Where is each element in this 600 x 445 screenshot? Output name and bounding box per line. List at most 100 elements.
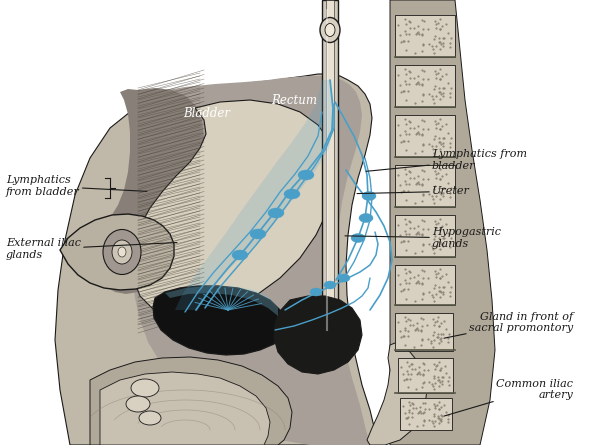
Point	[437, 364, 446, 371]
Point	[434, 235, 444, 242]
Point	[400, 409, 410, 417]
Point	[439, 402, 449, 409]
Point	[445, 140, 455, 147]
Point	[420, 400, 430, 407]
Point	[417, 16, 427, 24]
Point	[417, 97, 427, 104]
Point	[436, 275, 445, 282]
Point	[395, 31, 405, 38]
Point	[427, 193, 437, 200]
Ellipse shape	[324, 281, 336, 289]
Point	[446, 194, 455, 201]
Point	[430, 99, 439, 106]
Point	[445, 190, 455, 197]
Point	[419, 125, 428, 133]
Point	[433, 362, 442, 369]
Point	[430, 199, 439, 206]
Point	[428, 331, 437, 338]
Point	[412, 278, 422, 285]
Point	[419, 25, 428, 32]
Point	[431, 242, 440, 249]
Point	[434, 398, 443, 405]
Point	[430, 337, 439, 344]
Point	[431, 171, 441, 178]
Point	[401, 318, 411, 325]
Point	[418, 371, 427, 378]
Point	[417, 67, 427, 74]
Point	[409, 400, 418, 408]
Point	[446, 283, 455, 291]
Point	[405, 321, 415, 328]
Point	[431, 271, 441, 278]
Point	[400, 166, 410, 173]
Point	[423, 225, 433, 232]
Point	[397, 38, 406, 45]
Point	[434, 287, 444, 294]
Point	[440, 362, 449, 369]
Point	[433, 220, 443, 227]
Point	[435, 287, 445, 294]
Point	[406, 119, 415, 126]
Point	[436, 125, 445, 133]
Bar	[395, 15, 455, 57]
Point	[401, 120, 411, 127]
Point	[442, 170, 451, 178]
Point	[417, 280, 427, 287]
Point	[400, 178, 410, 185]
Point	[433, 20, 443, 27]
Point	[413, 277, 423, 284]
Point	[430, 18, 440, 25]
Point	[437, 40, 446, 47]
Point	[432, 317, 442, 324]
Point	[406, 268, 415, 275]
Point	[423, 336, 433, 343]
Point	[417, 166, 427, 174]
Point	[394, 122, 403, 129]
Point	[434, 239, 444, 246]
Point	[400, 16, 410, 23]
Point	[412, 79, 422, 86]
Point	[438, 35, 448, 42]
Point	[431, 42, 440, 49]
Polygon shape	[130, 76, 370, 445]
Point	[434, 89, 444, 96]
Ellipse shape	[268, 208, 284, 218]
Point	[401, 97, 410, 104]
Point	[428, 245, 437, 252]
Point	[413, 272, 423, 279]
Point	[400, 65, 410, 73]
Point	[436, 275, 445, 282]
Text: External iliac
glands: External iliac glands	[6, 239, 177, 260]
Polygon shape	[60, 214, 174, 290]
Point	[401, 220, 411, 227]
Point	[427, 43, 437, 50]
Point	[400, 215, 410, 222]
Point	[398, 37, 408, 44]
Point	[397, 334, 406, 341]
Point	[437, 240, 446, 247]
Point	[397, 238, 406, 245]
Point	[412, 325, 421, 332]
Point	[445, 89, 455, 97]
Ellipse shape	[139, 411, 161, 425]
Point	[409, 274, 418, 281]
Point	[437, 190, 446, 198]
Point	[397, 88, 406, 95]
Point	[424, 140, 434, 147]
Point	[412, 29, 422, 36]
Text: Lymphatics
from bladder: Lymphatics from bladder	[6, 175, 147, 197]
Point	[433, 334, 443, 341]
Point	[433, 330, 442, 337]
Point	[427, 380, 437, 387]
Point	[397, 188, 406, 195]
Point	[443, 378, 453, 385]
Point	[410, 365, 420, 372]
Text: Rectum: Rectum	[271, 93, 317, 107]
Point	[418, 336, 427, 343]
Point	[429, 235, 439, 243]
Point	[395, 81, 405, 88]
Point	[430, 182, 440, 190]
Point	[413, 423, 422, 430]
Point	[419, 68, 428, 75]
Point	[431, 74, 440, 81]
